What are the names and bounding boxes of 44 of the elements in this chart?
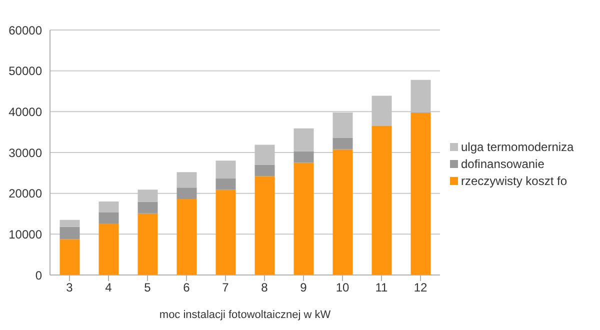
bar: [60, 239, 80, 275]
y-tick-label: 50000: [8, 64, 42, 78]
bar: [410, 112, 431, 275]
bar: [138, 202, 158, 214]
bar: [216, 178, 236, 190]
x-tick-label: 4: [105, 280, 112, 295]
x-tick-label: 3: [66, 280, 74, 295]
x-tick-label: 12: [414, 280, 428, 295]
y-tick-label: 60000: [8, 23, 42, 38]
bar: [98, 224, 119, 275]
bar: [294, 151, 314, 163]
y-tick-label: 20000: [8, 186, 42, 201]
bar: [60, 220, 80, 227]
legend-label: dofinansowanie: [461, 156, 544, 170]
bar: [254, 176, 275, 275]
legend-label: rzeczywisty koszt fo: [461, 174, 568, 188]
bar: [372, 126, 392, 275]
y-tick-label: 30000: [8, 146, 42, 160]
x-tick-label: 10: [336, 280, 350, 295]
bar: [176, 199, 197, 275]
x-tick-label: 6: [183, 280, 190, 295]
bar: [332, 149, 353, 275]
x-tick-label: 7: [222, 280, 230, 295]
bar: [294, 162, 314, 275]
bar: [216, 160, 236, 178]
y-tick-label: 40000: [8, 104, 42, 119]
bar: [98, 212, 119, 224]
bar: [138, 213, 158, 275]
bar: [176, 188, 197, 200]
y-tick-label: 0: [35, 268, 42, 282]
bar: [216, 190, 236, 275]
bar: [98, 202, 119, 213]
bar: [254, 164, 275, 176]
x-tick-label: 8: [261, 280, 268, 295]
bar: [332, 138, 353, 150]
bar: [60, 226, 80, 240]
x-tick-label: 11: [375, 280, 388, 295]
bar: [176, 172, 197, 188]
x-tick-label: 9: [300, 280, 308, 295]
x-tick-label: 5: [144, 280, 152, 295]
y-tick-label: 10000: [8, 227, 42, 242]
x-axis-title: moc instalacji fotowoltaicznej w kW: [159, 309, 332, 321]
bar: [294, 128, 314, 152]
legend-label: ulga termomoderniza: [461, 140, 574, 154]
